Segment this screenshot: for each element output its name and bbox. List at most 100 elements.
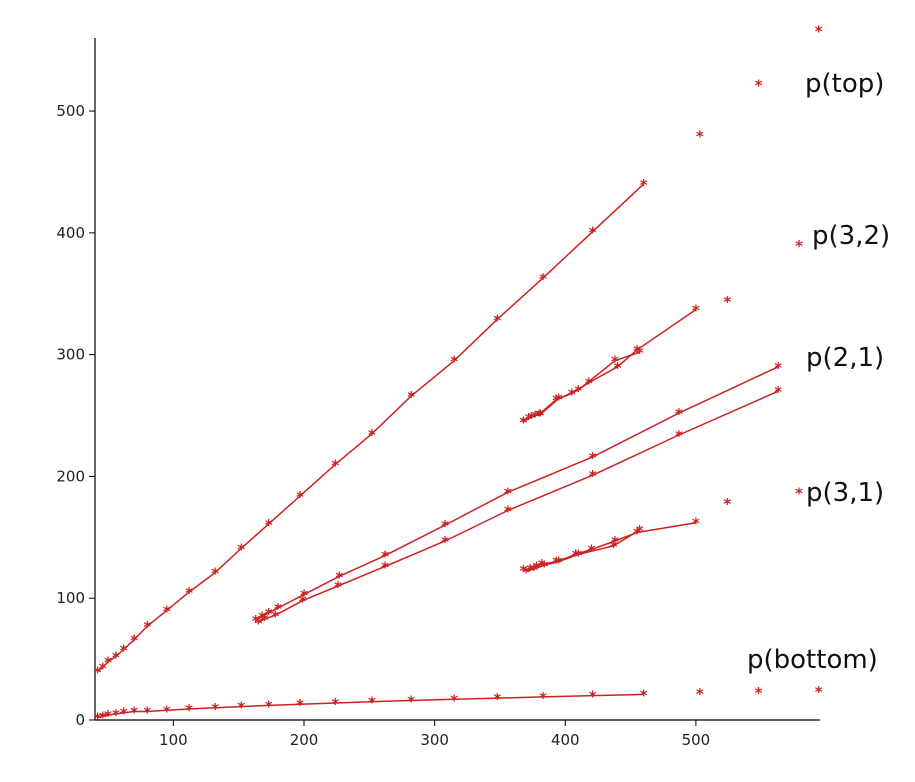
series-line-p-2-1 bbox=[255, 366, 779, 621]
data-point-p-2-1: * bbox=[334, 578, 342, 596]
data-point-p-top: * bbox=[120, 641, 128, 659]
data-point-p-2-1: * bbox=[589, 449, 597, 467]
data-point-p-3-1: * bbox=[572, 546, 580, 564]
data-point-p-3-1: * bbox=[526, 561, 534, 579]
data-point-p-top: * bbox=[815, 23, 823, 41]
data-point-p-bottom: * bbox=[99, 708, 107, 726]
data-point-p-top: * bbox=[237, 540, 245, 558]
data-point-p-2-1: * bbox=[335, 568, 343, 586]
data-point-p-3-2: * bbox=[537, 406, 545, 424]
data-point-p-bottom: * bbox=[493, 690, 501, 708]
data-point-p-2-1: * bbox=[300, 587, 308, 605]
y-tick-label: 200 bbox=[56, 467, 85, 485]
series-line-p-2-1-b bbox=[257, 390, 779, 624]
data-point-p-bottom: * bbox=[296, 696, 304, 714]
x-tick-label: 200 bbox=[290, 731, 319, 749]
data-point-p-bottom: * bbox=[331, 695, 339, 713]
data-point-p-bottom: * bbox=[640, 686, 648, 704]
series-line-p-bottom bbox=[97, 693, 644, 719]
axes: 100 200 300 400 500 0 100 200 300 400 500 bbox=[56, 38, 820, 749]
series-label-p-2-1: p(2,1) bbox=[806, 343, 884, 373]
data-point-p-top: * bbox=[296, 488, 304, 506]
data-point-p-3-1: * bbox=[530, 561, 538, 579]
data-point-p-3-1: * bbox=[540, 557, 548, 575]
data-point-p-3-2: * bbox=[525, 410, 533, 428]
data-point-p-bottom: * bbox=[815, 683, 823, 701]
y-tick-label: 0 bbox=[75, 711, 85, 729]
data-point-p-2-1: * bbox=[589, 467, 597, 485]
data-point-p-bottom: * bbox=[237, 699, 245, 717]
data-point-p-top: * bbox=[407, 388, 415, 406]
data-point-p-top: * bbox=[143, 618, 151, 636]
data-point-p-top: * bbox=[696, 127, 704, 145]
data-point-p-top: * bbox=[185, 584, 193, 602]
data-point-p-2-1: * bbox=[774, 359, 782, 377]
x-tick-label: 100 bbox=[159, 731, 188, 749]
data-point-p-3-2: * bbox=[568, 386, 576, 404]
data-point-p-top: * bbox=[589, 224, 597, 242]
data-point-p-2-1: * bbox=[252, 612, 260, 630]
series-label-p-3-1: p(3,1) bbox=[806, 478, 884, 508]
data-point-p-3-1: * bbox=[611, 533, 619, 551]
data-point-p-3-1: * bbox=[522, 563, 530, 581]
data-point-p-3-1: * bbox=[587, 542, 595, 560]
data-point-p-3-1: * bbox=[520, 562, 528, 580]
plot-area: *** * ************************* ****** * ****… bbox=[94, 23, 823, 728]
data-point-p-bottom: * bbox=[94, 710, 102, 728]
x-tick-label: 300 bbox=[420, 731, 449, 749]
data-point-p-bottom: * bbox=[755, 684, 763, 702]
data-point-p-3-2: * bbox=[531, 408, 539, 426]
data-point-p-3-1: * bbox=[633, 524, 641, 542]
data-point-p-top: * bbox=[331, 456, 339, 474]
data-point-p-3-1: * bbox=[723, 495, 731, 513]
data-point-p-3-2: * bbox=[585, 375, 593, 393]
series-label-p-top: p(top) bbox=[805, 69, 884, 99]
data-point-p-2-1: * bbox=[504, 484, 512, 502]
data-point-p-3-1: * bbox=[795, 484, 803, 502]
data-point-p-3-2: * bbox=[535, 406, 543, 424]
data-point-p-3-1: * bbox=[692, 515, 700, 533]
data-point-p-bottom: * bbox=[539, 689, 547, 707]
data-point-p-2-1: * bbox=[254, 615, 262, 633]
data-point-p-3-2: * bbox=[520, 414, 528, 432]
data-point-p-top: * bbox=[265, 516, 273, 534]
data-point-p-2-1: * bbox=[774, 383, 782, 401]
data-point-p-top: * bbox=[211, 565, 219, 583]
data-point-p-3-2: * bbox=[633, 342, 641, 360]
x-tick-label: 400 bbox=[551, 731, 580, 749]
data-point-p-3-1: * bbox=[533, 559, 541, 577]
data-point-p-bottom: * bbox=[450, 691, 458, 709]
data-point-p-2-1: * bbox=[381, 559, 389, 577]
series-labels: p(top) p(3,2) p(2,1) p(3,1) p(bottom) bbox=[747, 69, 890, 675]
data-point-p-bottom: * bbox=[407, 693, 415, 711]
data-point-p-top: * bbox=[94, 663, 102, 681]
data-point-p-2-1: * bbox=[675, 427, 683, 445]
data-point-p-3-1: * bbox=[574, 546, 582, 564]
data-point-p-top: * bbox=[755, 76, 763, 94]
data-point-p-top: * bbox=[493, 311, 501, 329]
data-point-p-2-1: * bbox=[381, 548, 389, 566]
data-point-p-2-1: * bbox=[261, 611, 269, 629]
data-point-p-3-2: * bbox=[520, 414, 528, 432]
data-point-p-3-2: * bbox=[692, 302, 700, 320]
series-line-p-3-1 bbox=[523, 521, 697, 571]
data-point-p-3-2: * bbox=[614, 359, 622, 377]
data-point-p-3-1: * bbox=[610, 538, 618, 556]
y-tick-label: 400 bbox=[56, 224, 85, 242]
data-point-p-top: * bbox=[539, 270, 547, 288]
data-point-p-2-1: * bbox=[441, 517, 449, 535]
series-label-p-3-2: p(3,2) bbox=[812, 221, 890, 251]
y-tick-label: 300 bbox=[56, 346, 85, 364]
data-point-p-bottom: * bbox=[120, 705, 128, 723]
data-point-p-2-1: * bbox=[271, 607, 279, 625]
data-point-p-bottom: * bbox=[130, 703, 138, 721]
data-point-p-3-1: * bbox=[636, 522, 644, 540]
series-line-p-top bbox=[97, 183, 645, 672]
data-point-p-bottom: * bbox=[589, 688, 597, 706]
series-line-p-3-2-b bbox=[523, 351, 640, 423]
data-point-p-2-1: * bbox=[265, 605, 273, 623]
data-point-p-bottom: * bbox=[211, 700, 219, 718]
data-point-p-bottom: * bbox=[143, 703, 151, 721]
data-point-p-2-1: * bbox=[258, 608, 266, 626]
